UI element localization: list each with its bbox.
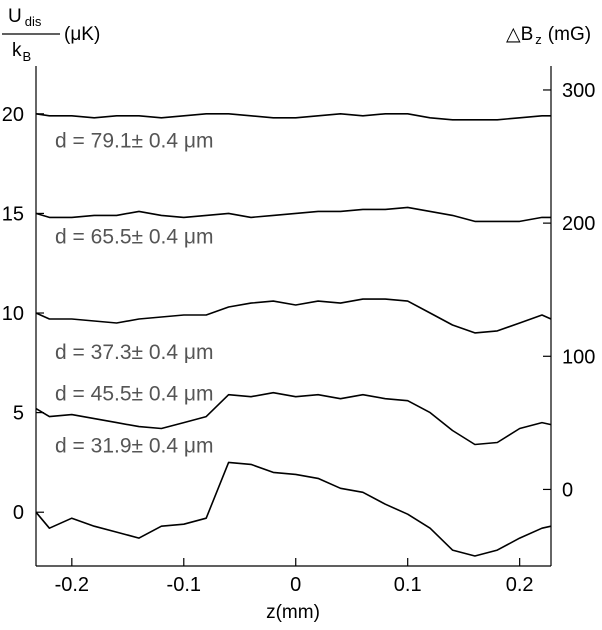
x-axis-tick-label: 0 (290, 574, 301, 596)
x-axis-tick-label: -0.2 (55, 574, 89, 596)
left-axis-label-denominator: kB (12, 40, 31, 64)
series-trace-5 (35, 461, 552, 557)
left-axis-tick-label: 20 (2, 104, 24, 126)
x-axis-tick-label: 0.2 (506, 574, 534, 596)
series-trace-2 (35, 206, 551, 223)
right-axis-ticks: 0 100 200 300 (543, 80, 595, 501)
right-axis-tick-label: 200 (562, 213, 595, 235)
left-axis-tick-label: 5 (13, 403, 24, 425)
series-layer: d = 79.1± 0.4 μm d = 65.5± 0.4 μm d = 45.5… (35, 113, 552, 557)
right-axis-tick-label: 100 (562, 346, 595, 368)
series-annotation-4: d = 37.3± 0.4 μm (55, 341, 213, 364)
series-trace-3 (35, 298, 552, 334)
right-axis-tick-label: 300 (562, 80, 595, 102)
x-axis-tick-label: 0.1 (394, 574, 422, 596)
x-axis-label: z(mm) (266, 602, 320, 623)
x-axis-tick-label: -0.1 (167, 574, 201, 596)
left-axis-tick-label: 0 (13, 502, 24, 524)
left-axis-label-unit: (μK) (64, 24, 100, 45)
right-axis-tick-label: 0 (562, 479, 573, 501)
x-axis-ticks: -0.2 -0.1 0 0.1 0.2 (55, 558, 534, 596)
series-trace-1 (35, 113, 551, 121)
series-trace-4 (35, 391, 552, 446)
series-annotation-1: d = 79.1± 0.4 μm (55, 130, 213, 153)
left-axis-tick-label: 10 (2, 303, 24, 325)
left-axis-tick-label: 15 (2, 203, 24, 225)
series-annotation-3: d = 45.5± 0.4 μm (55, 383, 213, 406)
series-annotation-5: d = 31.9± 0.4 μm (55, 434, 213, 457)
right-axis-label: △B z (mG) (506, 24, 591, 47)
series-annotation-2: d = 65.5± 0.4 μm (55, 225, 213, 248)
